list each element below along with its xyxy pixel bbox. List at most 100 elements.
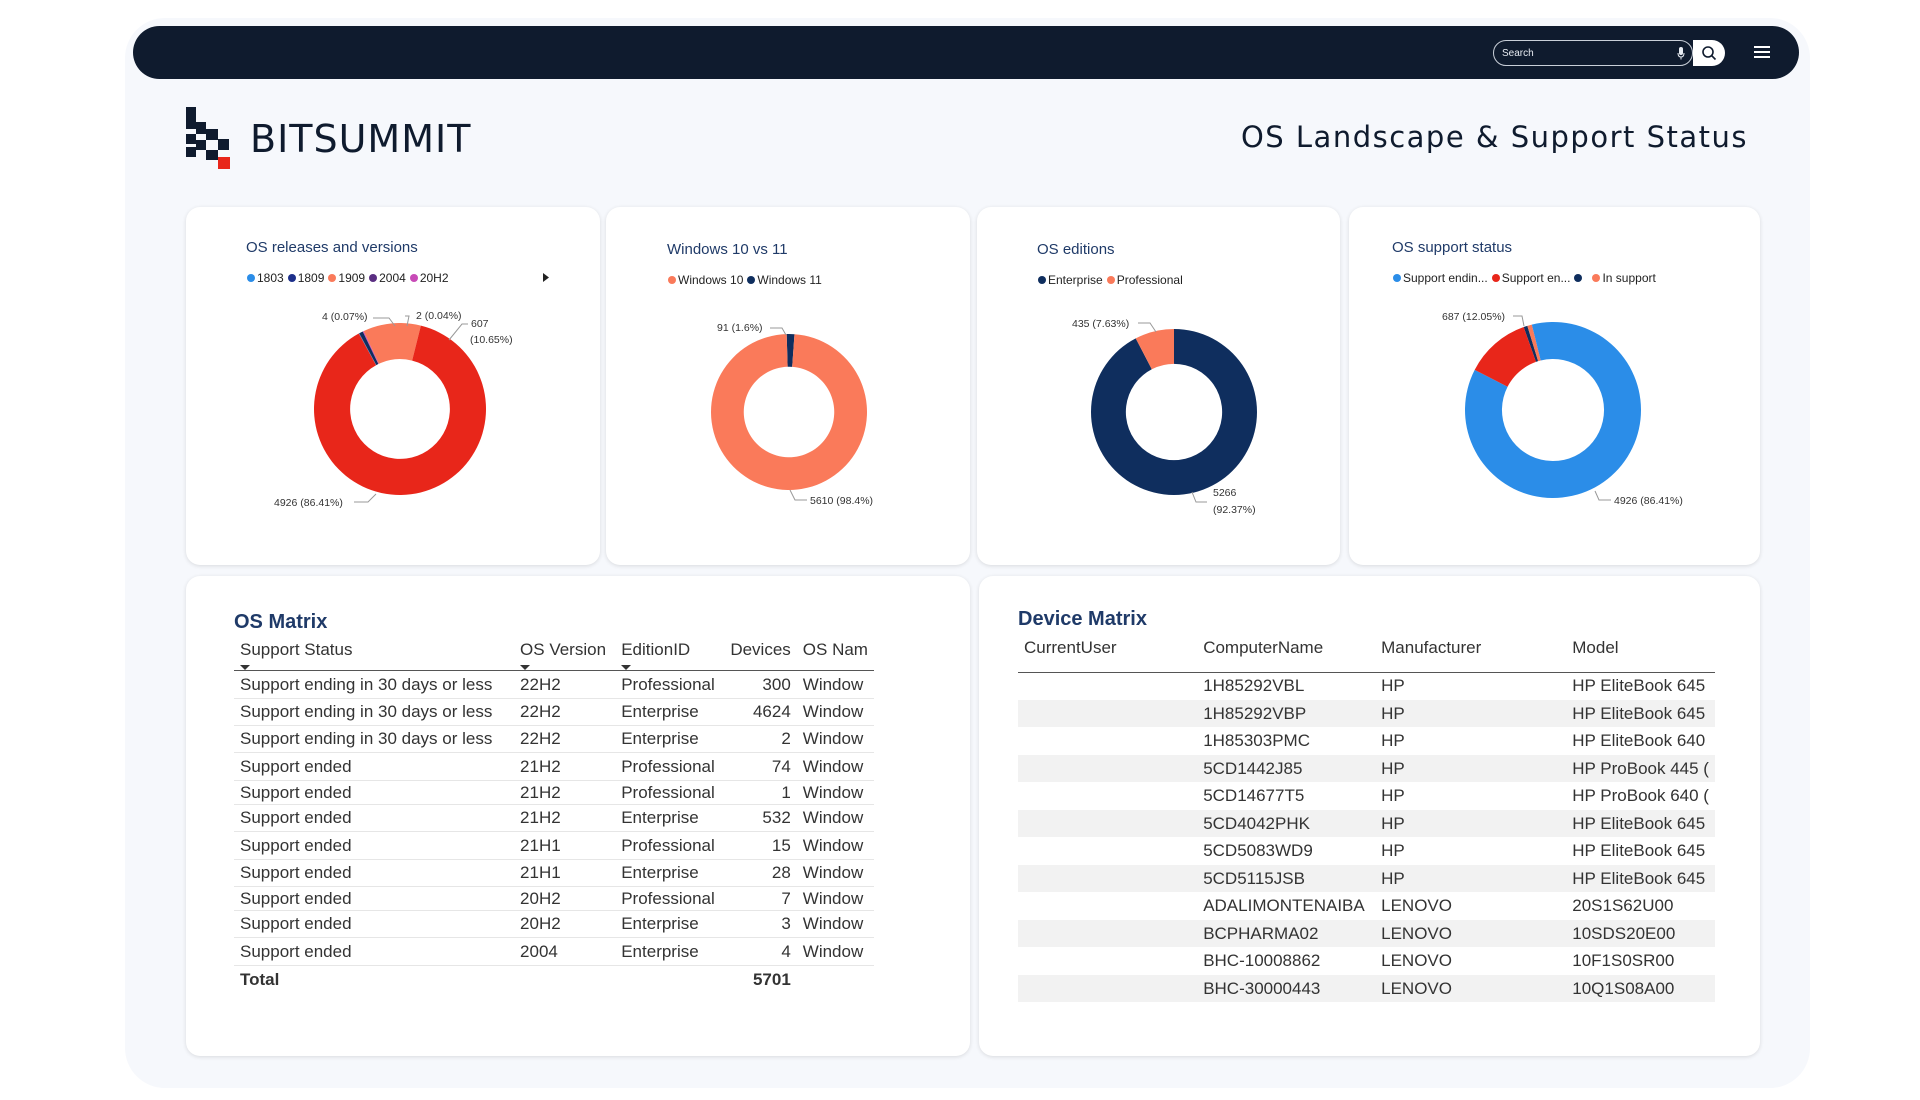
donut-slice[interactable]: [711, 334, 867, 490]
donut-slice[interactable]: [359, 331, 379, 366]
table-cell: 22H2: [520, 702, 561, 721]
col-header-os-name[interactable]: OS Nam: [802, 640, 868, 659]
legend-item-20h2[interactable]: 20H2: [409, 271, 449, 285]
donut-slice[interactable]: [1465, 322, 1641, 498]
table-cell: 15: [771, 835, 791, 855]
legend-item-windows-11[interactable]: Windows 11: [747, 273, 822, 287]
col-header-computer-name[interactable]: ComputerName: [1203, 638, 1324, 657]
table-cell: Support ended: [240, 888, 352, 908]
sort-arrow-icon[interactable]: [621, 665, 632, 670]
legend-item-1909[interactable]: 1909: [328, 271, 365, 285]
col-header-model[interactable]: Model: [1572, 638, 1619, 657]
table-row[interactable]: 5CD5083WD9 HP HP EliteBook 645: [1018, 837, 1715, 865]
donut-slice[interactable]: [314, 325, 486, 495]
donut-slice[interactable]: [786, 334, 795, 367]
legend-item-1809[interactable]: 1809: [287, 271, 324, 285]
os-support-donut: [1465, 322, 1641, 498]
table-cell: BHC-30000443: [1203, 978, 1321, 998]
donut-slice[interactable]: [1527, 324, 1541, 362]
col-header-support-status[interactable]: Support Status: [234, 640, 514, 671]
table-cell: Support ended: [240, 782, 352, 802]
win10-vs-11-card: [606, 207, 970, 565]
table-cell: Window: [802, 756, 864, 776]
table-cell: Support ended: [240, 914, 352, 933]
table-cell: HP: [1381, 786, 1405, 805]
table-cell: 74: [771, 756, 791, 776]
legend-item-enterprise[interactable]: Enterprise: [1038, 273, 1103, 287]
col-header-edition-id[interactable]: EditionID: [615, 640, 724, 671]
table-row[interactable]: 5CD14677T5 HP HP ProBook 640 (: [1018, 782, 1715, 810]
microphone-icon[interactable]: [1674, 44, 1688, 62]
donut-slice[interactable]: [1091, 329, 1257, 495]
col-header-os-version[interactable]: OS Version: [514, 640, 615, 671]
table-row[interactable]: Support ending in 30 days or less 22H2 Pro…: [234, 671, 874, 699]
table-cell: LENOVO: [1381, 923, 1452, 943]
legend-item-in-support[interactable]: In support: [1592, 271, 1656, 285]
os-releases-title: OS releases and versions: [246, 239, 418, 256]
legend-next-arrow-icon[interactable]: [543, 273, 549, 282]
legend-item-unlabeled[interactable]: [1574, 274, 1584, 282]
table-row[interactable]: Support ended 21H2 Enterprise 532 Window: [234, 805, 874, 832]
donut-slice[interactable]: [1135, 329, 1174, 370]
table-row[interactable]: Support ended 2004 Enterprise 4 Window: [234, 938, 874, 966]
search-input[interactable]: Search: [1502, 47, 1534, 59]
table-cell: Window: [802, 729, 864, 748]
table-cell: 21H2: [520, 782, 561, 802]
table-row[interactable]: 1H85303PMC HP HP EliteBook 640: [1018, 727, 1715, 755]
legend-item-windows-10[interactable]: Windows 10: [668, 273, 743, 287]
donut-slice[interactable]: [358, 333, 377, 366]
table-row[interactable]: Support ended 21H1 Professional 15 Window: [234, 832, 874, 860]
table-row[interactable]: BCPHARMA02 LENOVO 10SDS20E00: [1018, 920, 1715, 947]
donut-slice[interactable]: [362, 331, 379, 365]
table-cell: HP: [1381, 676, 1405, 696]
os-support-title: OS support status: [1392, 239, 1513, 256]
table-cell: Support ended: [240, 835, 352, 855]
sort-arrow-icon[interactable]: [520, 665, 531, 670]
table-row[interactable]: BHC-10008862 LENOVO 10F1S0SR00: [1018, 947, 1715, 975]
col-header-current-user[interactable]: CurrentUser: [1024, 638, 1117, 657]
win10-vs-11-legend: Windows 10 Windows 11: [668, 273, 826, 287]
table-cell: 300: [762, 674, 791, 694]
legend-item-2004[interactable]: 2004: [369, 271, 406, 285]
table-row[interactable]: Support ending in 30 days or less 22H2 Ent…: [234, 699, 874, 726]
donut-slice[interactable]: [363, 323, 421, 364]
table-cell: Professional: [621, 782, 715, 802]
table-cell: Window: [802, 808, 864, 827]
table-row[interactable]: 1H85292VBP HP HP EliteBook 645: [1018, 700, 1715, 727]
os-releases-donut: [314, 323, 486, 495]
sort-arrow-icon[interactable]: [240, 665, 250, 670]
table-row[interactable]: 5CD4042PHK HP HP EliteBook 645: [1018, 810, 1715, 837]
table-row[interactable]: 5CD1442J85 HP HP ProBook 445 (: [1018, 755, 1715, 782]
donut-slice[interactable]: [1474, 327, 1536, 387]
search-button[interactable]: [1693, 40, 1725, 66]
os-editions-donut: [1091, 329, 1257, 495]
legend-item-1803[interactable]: 1803: [247, 271, 284, 285]
table-row[interactable]: ADALIMONTENAIBA LENOVO 20S1S62U00: [1018, 892, 1715, 920]
table-cell: Window: [802, 782, 864, 802]
legend-item-professional[interactable]: Professional: [1106, 273, 1183, 287]
table-cell: 1H85303PMC: [1203, 731, 1310, 750]
win10-vs-11-donut: [711, 334, 867, 490]
table-cell: 28: [771, 863, 791, 882]
search-box[interactable]: Search: [1493, 40, 1693, 66]
col-header-manufacturer[interactable]: Manufacturer: [1381, 638, 1482, 657]
donut-slice[interactable]: [359, 333, 377, 366]
table-cell: 2004: [520, 941, 558, 961]
table-cell: 20H2: [520, 888, 561, 908]
table-row[interactable]: Support ended 20H2 Professional 7 Window: [234, 887, 874, 911]
table-row[interactable]: Support ended 21H1 Enterprise 28 Window: [234, 860, 874, 887]
table-cell: HP EliteBook 645: [1572, 868, 1706, 888]
legend-item-support-ending[interactable]: Support endin...: [1393, 271, 1488, 285]
legend-item-support-ended[interactable]: Support en...: [1491, 271, 1570, 285]
table-row[interactable]: Support ending in 30 days or less 22H2 Ent…: [234, 726, 874, 753]
os-support-label-b: 4926 (86.41%): [1614, 495, 1683, 507]
donut-slice[interactable]: [1523, 325, 1539, 362]
table-row[interactable]: Support ended 20H2 Enterprise 3 Window: [234, 911, 874, 938]
table-row[interactable]: BHC-30000443 LENOVO 10Q1S08A00: [1018, 975, 1715, 1002]
table-row[interactable]: Support ended 21H2 Professional 74 Window: [234, 753, 874, 781]
col-header-devices[interactable]: Devices: [730, 640, 791, 659]
table-row[interactable]: 5CD5115JSB HP HP EliteBook 645: [1018, 865, 1715, 892]
hamburger-menu-icon[interactable]: [1753, 44, 1771, 60]
table-row[interactable]: Support ended 21H2 Professional 1 Window: [234, 781, 874, 805]
table-row[interactable]: 1H85292VBL HP HP EliteBook 645: [1018, 672, 1715, 700]
